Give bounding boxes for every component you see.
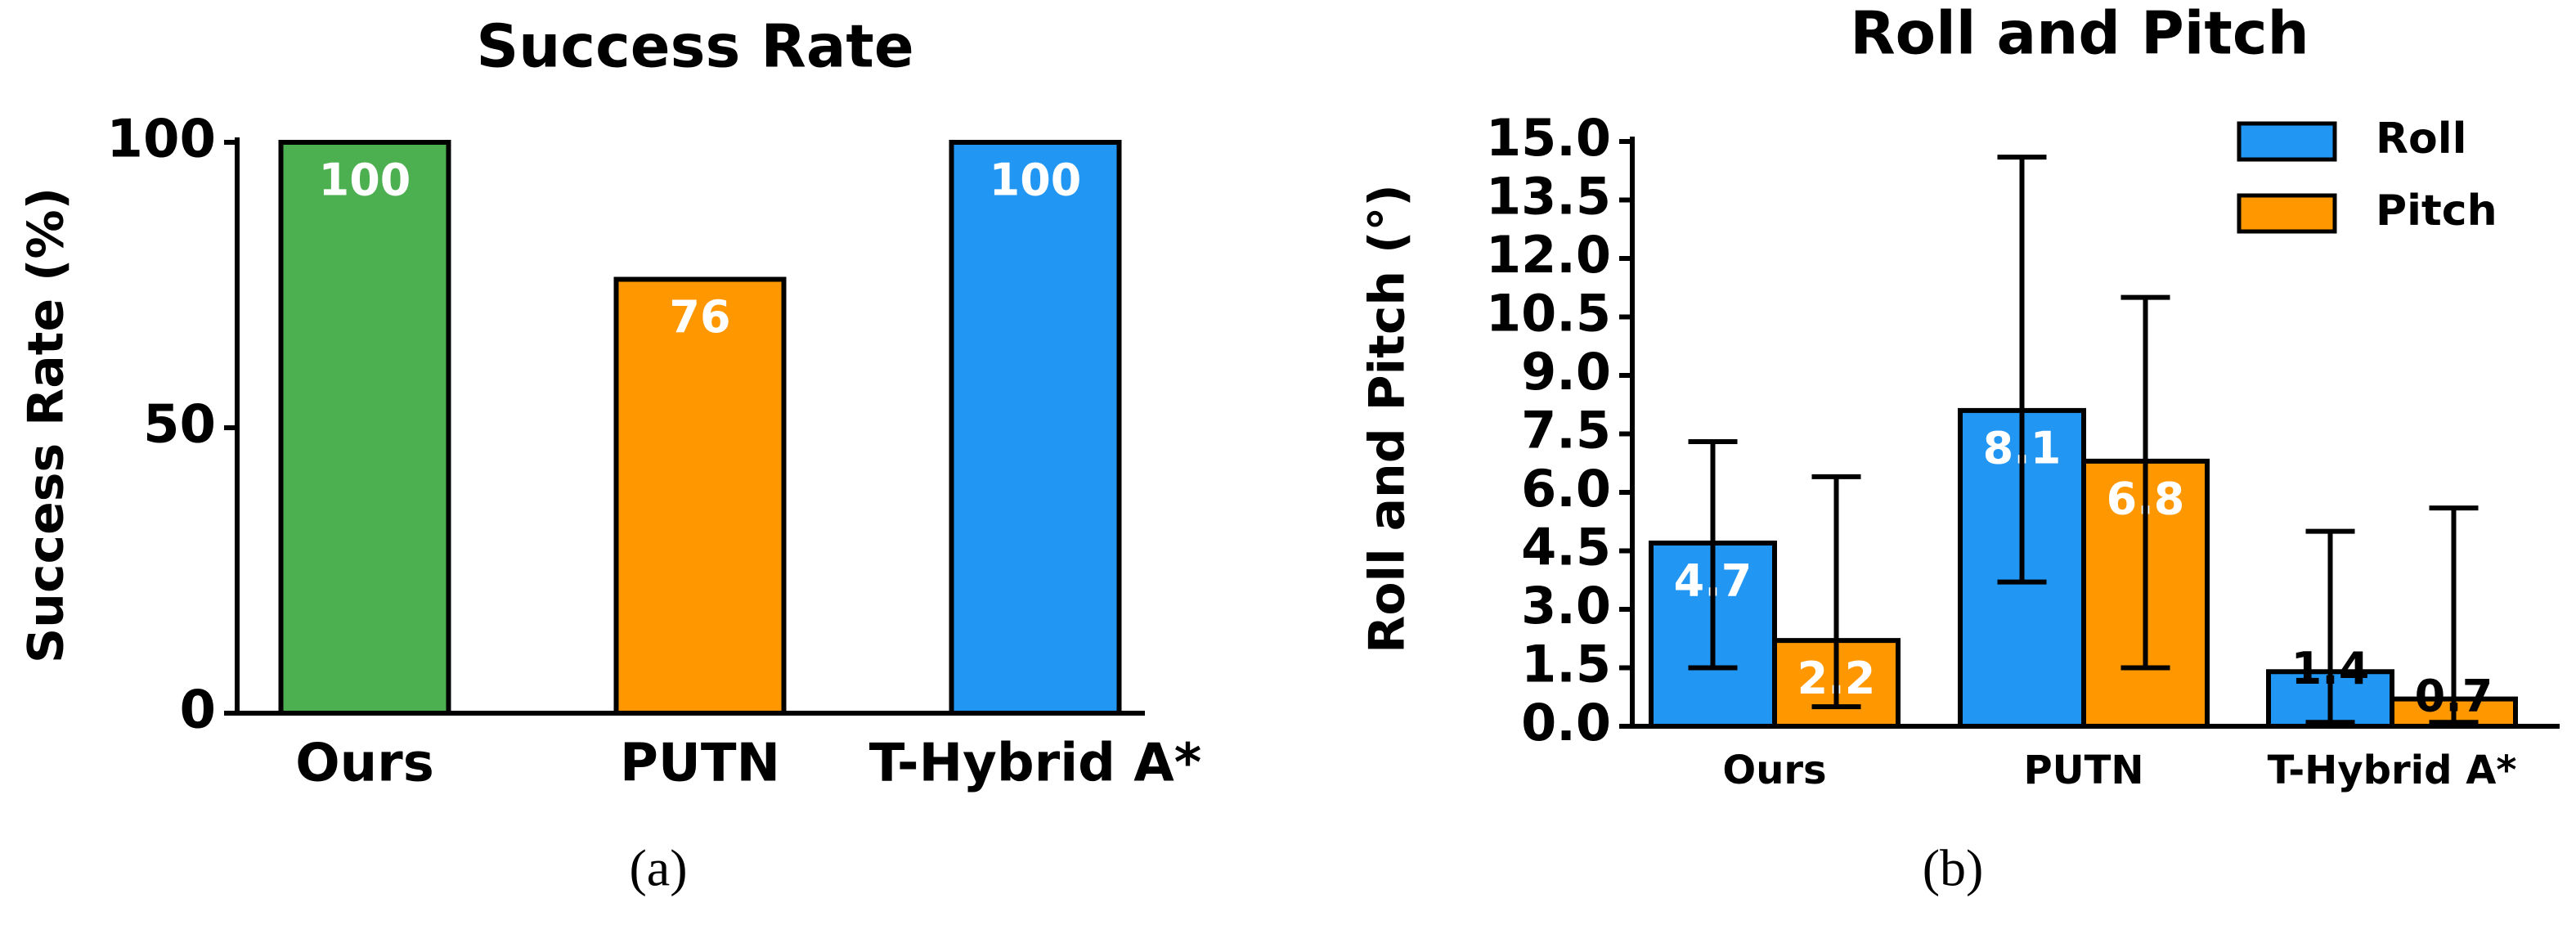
caption: (b) — [1923, 839, 1984, 897]
y-tick-label: 50 — [143, 395, 216, 456]
bar — [949, 140, 1122, 716]
chart-title: Roll and Pitch — [1850, 0, 2309, 68]
x-tick-label: Ours — [1722, 748, 1826, 793]
y-tick-label: 1.5 — [1521, 635, 1611, 694]
y-tick-label: 100 — [106, 110, 216, 170]
legend-swatch — [2237, 121, 2337, 162]
error-bar — [1688, 439, 1738, 671]
legend-swatch — [2237, 193, 2337, 234]
x-tick-label: PUTN — [2023, 748, 2143, 793]
bar — [613, 276, 787, 716]
y-tick-label: 7.5 — [1521, 401, 1611, 460]
caption: (a) — [629, 839, 687, 897]
y-axis-label: Roll and Pitch (°) — [1359, 184, 1416, 653]
data-label: 100 — [319, 155, 411, 206]
legend-label: Pitch — [2376, 186, 2497, 236]
y-tick-label: 3.0 — [1521, 576, 1611, 635]
y-tick-label: 12.0 — [1486, 225, 1611, 285]
data-label: 100 — [990, 155, 1082, 206]
y-tick-label: 9.0 — [1521, 342, 1611, 402]
y-tick-label: 10.5 — [1486, 284, 1611, 344]
chart-title: Success Rate — [476, 12, 913, 81]
y-tick-label: 15.0 — [1486, 108, 1611, 168]
x-tick-label: PUTN — [620, 734, 780, 794]
error-bar — [1811, 474, 1861, 710]
bar — [278, 140, 451, 716]
y-tick-label: 0 — [179, 680, 216, 741]
x-tick-label: T-Hybrid A* — [869, 734, 1202, 794]
x-tick-label: T-Hybrid A* — [2268, 748, 2517, 793]
y-axis-label: Success Rate (%) — [18, 187, 75, 663]
legend-label: Roll — [2376, 115, 2466, 164]
error-bar — [2429, 505, 2479, 725]
error-bar — [2305, 528, 2355, 725]
x-tick-label: Ours — [295, 734, 434, 794]
error-bar — [2120, 294, 2170, 671]
data-label: 76 — [669, 291, 730, 343]
y-tick-label: 6.0 — [1521, 459, 1611, 519]
y-tick-label: 4.5 — [1521, 518, 1611, 577]
y-tick-label: 0.0 — [1521, 693, 1611, 752]
y-tick-label: 13.5 — [1486, 167, 1611, 227]
error-bar — [1997, 155, 2047, 585]
